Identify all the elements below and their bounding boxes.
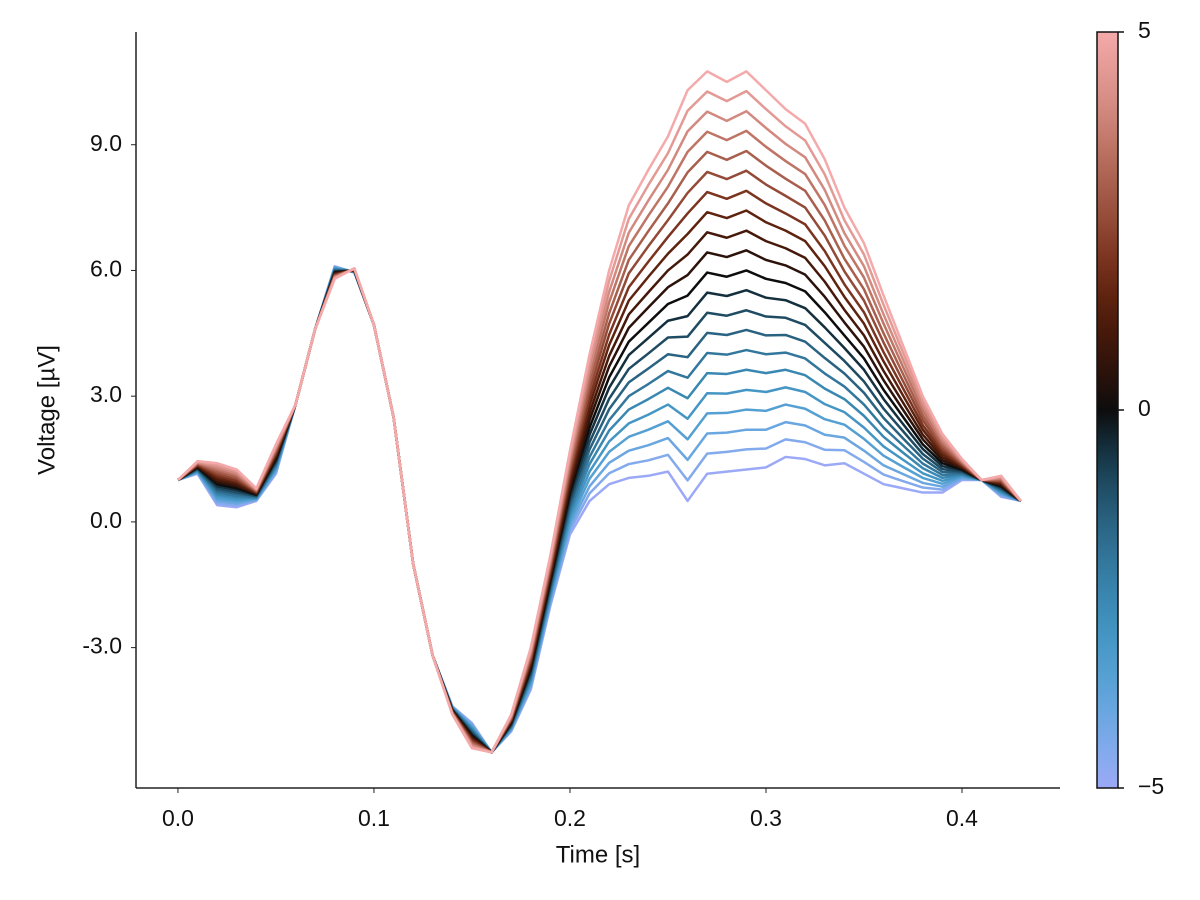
x-tick-label: 0.3 — [750, 805, 782, 831]
colorbar — [1096, 31, 1119, 789]
series-line — [177, 189, 1022, 754]
y-tick-label: 3.0 — [90, 381, 122, 407]
x-tick-label: 0.0 — [162, 805, 194, 831]
series-line — [177, 129, 1022, 754]
x-tick-label: 0.1 — [358, 805, 390, 831]
y-tick-label: 9.0 — [90, 130, 122, 156]
series-line — [177, 209, 1022, 754]
x-tick-label: 0.4 — [946, 805, 978, 831]
x-tick-label: 0.2 — [554, 805, 586, 831]
series-line — [177, 70, 1022, 754]
x-axis-label: Time [s] — [556, 841, 640, 868]
colorbar-tick-label: 5 — [1138, 17, 1151, 43]
y-tick-label: 6.0 — [90, 256, 122, 282]
colorbar-tick-label: −5 — [1138, 773, 1164, 799]
y-tick-label: 0.0 — [90, 507, 122, 533]
y-tick-label: -3.0 — [82, 633, 122, 659]
y-axis-label: Voltage [µV] — [33, 345, 60, 475]
series-line — [177, 149, 1022, 754]
colorbar-tick-label: 0 — [1138, 395, 1151, 421]
